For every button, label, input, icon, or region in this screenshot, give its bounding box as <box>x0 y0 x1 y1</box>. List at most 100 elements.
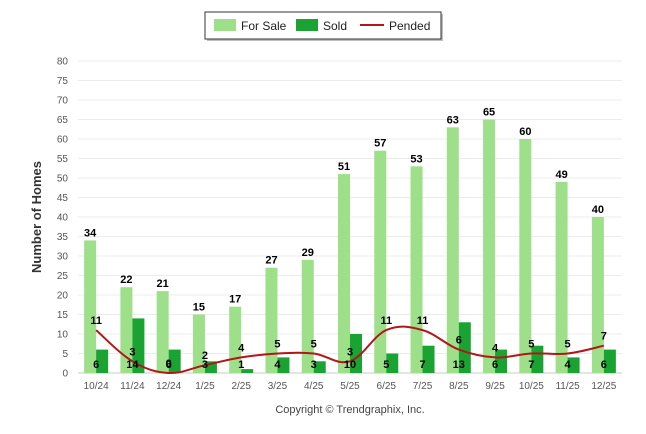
bar-sold <box>495 349 508 373</box>
legend-swatch-sold <box>296 19 318 31</box>
y-tick-label: 15 <box>57 310 69 321</box>
y-tick-label: 25 <box>57 271 69 282</box>
pended-line-group <box>95 325 605 375</box>
bar-sold <box>96 349 109 373</box>
y-axis-title: Number of Homes <box>29 161 44 273</box>
data-label-for-sale: 22 <box>120 274 132 286</box>
data-label-pended: 3 <box>129 346 135 358</box>
data-label-pended: 7 <box>601 331 607 343</box>
x-axis-ticks: 10/24 11/24 12/24 1/25 2/25 3/25 4/25 5/25 6/25 7… <box>84 381 617 392</box>
data-label-for-sale: 17 <box>229 294 241 306</box>
data-label-pended: 11 <box>380 315 392 327</box>
y-tick-label: 20 <box>57 291 69 302</box>
data-label-sold: 6 <box>93 359 99 371</box>
data-label-pended: 5 <box>528 339 534 351</box>
bar-sold <box>458 322 471 373</box>
x-tick-label: 10/25 <box>519 381 544 392</box>
bar-sold <box>132 318 145 373</box>
y-axis-ticks: 0 5 10 15 20 25 30 35 40 45 50 55 60 65 70 75 80 <box>57 57 69 380</box>
bar-for-sale <box>555 181 568 373</box>
data-label-sold: 6 <box>166 359 172 371</box>
bars <box>84 119 616 373</box>
bar-for-sale <box>410 166 423 373</box>
x-tick-label: 10/24 <box>84 381 109 392</box>
data-label-pended: 2 <box>202 350 208 362</box>
bar-for-sale <box>265 267 278 373</box>
data-label-sold: 7 <box>419 359 425 371</box>
bar-sold <box>350 334 362 373</box>
data-label-for-sale: 65 <box>483 107 495 119</box>
bar-for-sale <box>84 240 97 373</box>
data-label-pended: 11 <box>417 315 429 327</box>
data-label-pended: 5 <box>274 339 280 351</box>
y-tick-label: 0 <box>62 369 68 380</box>
data-label-pended: 0 <box>166 358 172 370</box>
legend-label-pended: Pended <box>389 19 430 33</box>
legend-box <box>204 11 442 40</box>
data-label-for-sale: 27 <box>265 255 277 267</box>
data-label-for-sale: 53 <box>410 153 422 165</box>
data-label-sold: 3 <box>202 359 208 371</box>
data-label-sold: 14 <box>126 359 139 371</box>
data-labels: 3462214216153171274293511057553763136566… <box>84 107 607 372</box>
x-tick-label: 3/25 <box>268 381 288 392</box>
data-label-for-sale: 51 <box>338 161 350 173</box>
bar-for-sale <box>301 259 314 373</box>
bar-sold <box>241 369 254 373</box>
data-label-sold: 3 <box>311 359 317 371</box>
data-label-sold: 6 <box>492 359 498 371</box>
y-tick-label: 75 <box>57 76 69 87</box>
data-label-sold: 13 <box>453 359 465 371</box>
data-label-for-sale: 15 <box>193 302 205 314</box>
x-tick-label: 7/25 <box>413 381 433 392</box>
copyright-text: Copyright © Trendgraphix, Inc. <box>275 404 424 416</box>
y-tick-label: 30 <box>57 252 69 263</box>
y-tick-label: 60 <box>57 135 69 146</box>
data-label-for-sale: 29 <box>302 247 314 259</box>
x-tick-label: 2/25 <box>231 381 251 392</box>
y-tick-label: 40 <box>57 213 69 224</box>
data-label-sold: 10 <box>344 359 356 371</box>
bar-for-sale <box>374 150 387 373</box>
y-tick-label: 80 <box>57 57 69 68</box>
legend-swatch-for-sale <box>214 19 236 31</box>
y-tick-label: 35 <box>57 232 69 243</box>
data-label-sold: 5 <box>383 359 389 371</box>
data-label-for-sale: 60 <box>519 126 531 138</box>
data-label-for-sale: 49 <box>555 169 567 181</box>
data-label-pended: 4 <box>238 342 245 354</box>
bar-sold <box>277 357 290 373</box>
data-label-pended: 6 <box>456 335 462 347</box>
y-tick-label: 10 <box>57 330 69 341</box>
bar-sold <box>204 361 217 373</box>
x-tick-label: 12/25 <box>591 381 616 392</box>
bar-for-sale <box>192 314 205 373</box>
bar-sold <box>567 357 580 373</box>
bar-for-sale <box>229 306 242 373</box>
legend-label-sold: Sold <box>323 19 347 33</box>
bar-sold <box>386 353 399 373</box>
x-tick-label: 12/24 <box>156 381 181 392</box>
pended-line <box>95 325 605 375</box>
legend: For Sale Sold Pended <box>204 11 443 41</box>
x-tick-label: 11/25 <box>555 381 580 392</box>
data-label-sold: 6 <box>601 359 607 371</box>
data-label-pended: 11 <box>90 315 102 327</box>
x-tick-label: 9/25 <box>485 381 505 392</box>
x-tick-label: 11/24 <box>120 381 145 392</box>
bar-sold <box>168 349 181 373</box>
bar-for-sale <box>446 127 459 373</box>
data-label-sold: 4 <box>565 359 572 371</box>
data-label-for-sale: 40 <box>592 204 604 216</box>
data-label-for-sale: 63 <box>447 114 459 126</box>
legend-label-for-sale: For Sale <box>241 19 287 33</box>
data-label-pended: 5 <box>311 339 317 351</box>
y-tick-label: 50 <box>57 174 69 185</box>
x-tick-label: 1/25 <box>195 381 215 392</box>
data-label-for-sale: 34 <box>84 227 97 239</box>
y-tick-label: 45 <box>57 193 69 204</box>
data-label-pended: 5 <box>565 339 571 351</box>
data-label-pended: 4 <box>492 342 499 354</box>
x-tick-label: 6/25 <box>377 381 397 392</box>
bar-for-sale <box>483 119 496 373</box>
